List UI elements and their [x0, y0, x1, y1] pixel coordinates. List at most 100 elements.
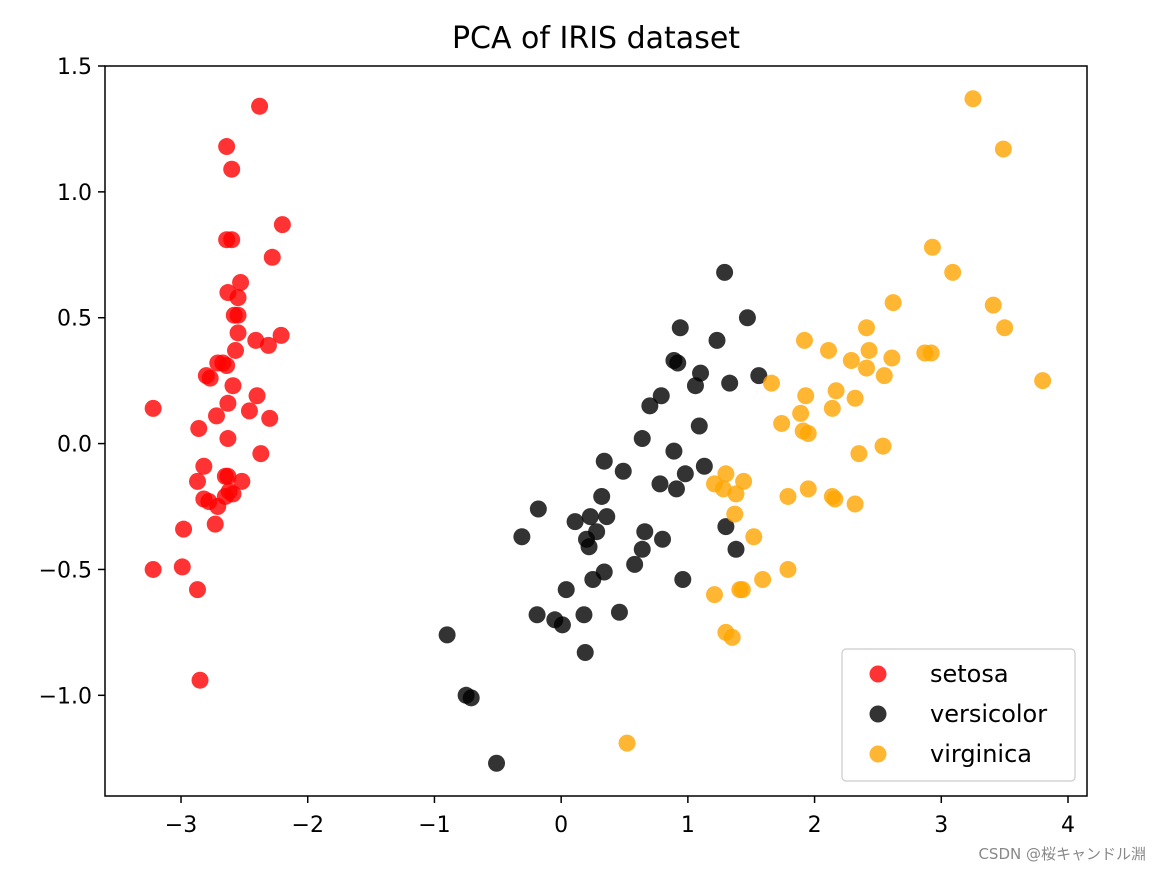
data-point	[195, 457, 213, 475]
data-point	[462, 689, 480, 707]
data-point	[593, 487, 611, 505]
data-point	[695, 457, 713, 475]
data-point	[984, 296, 1002, 314]
data-point	[733, 581, 751, 599]
data-point	[188, 472, 206, 490]
data-point	[674, 571, 692, 589]
data-point	[723, 628, 741, 646]
data-point	[252, 445, 270, 463]
data-point	[708, 331, 726, 349]
x-axis: −3 −2 −1 0 1 2 3 4	[165, 796, 1075, 838]
data-point	[580, 538, 598, 556]
legend-label-versicolor: versicolor	[930, 700, 1047, 728]
data-point	[652, 387, 670, 405]
data-point	[799, 480, 817, 498]
y-tick-label: 1.0	[57, 181, 92, 206]
data-point	[598, 508, 616, 526]
data-point	[860, 341, 878, 359]
legend-label-virginica: virginica	[930, 740, 1032, 768]
data-point	[218, 138, 236, 156]
plot-frame	[104, 65, 1088, 797]
data-point	[610, 603, 628, 621]
data-point	[964, 90, 982, 108]
series-setosa	[144, 97, 291, 689]
data-point	[823, 399, 841, 417]
y-tick-label: 0.0	[57, 433, 92, 458]
data-point	[513, 528, 531, 546]
data-point	[667, 480, 685, 498]
data-point	[883, 349, 901, 367]
watermark: CSDN @桜キャンドル淵	[978, 845, 1146, 863]
data-point	[671, 319, 689, 337]
data-point	[745, 528, 763, 546]
data-point	[727, 485, 745, 503]
data-point	[191, 671, 209, 689]
data-point	[923, 238, 941, 256]
data-point	[996, 319, 1014, 337]
data-point	[1034, 372, 1052, 390]
y-tick-label: −0.5	[39, 558, 92, 583]
legend-label-setosa: setosa	[930, 660, 1009, 688]
data-point	[735, 472, 753, 490]
data-point	[219, 394, 237, 412]
data-point	[581, 508, 599, 526]
legend-box	[841, 648, 1076, 782]
data-point	[557, 581, 575, 599]
data-point	[190, 419, 208, 437]
data-point	[686, 377, 704, 395]
data-point	[754, 571, 772, 589]
data-point	[261, 409, 279, 427]
data-point	[705, 586, 723, 604]
data-point	[229, 289, 247, 307]
data-point	[797, 387, 815, 405]
y-tick-label: 1.5	[57, 55, 92, 80]
data-point	[227, 341, 245, 359]
data-point	[626, 555, 644, 573]
data-point	[553, 616, 571, 634]
data-point	[223, 231, 241, 249]
legend-marker	[869, 665, 887, 683]
data-point	[209, 498, 227, 516]
data-point	[595, 452, 613, 470]
data-point	[717, 518, 735, 536]
data-point	[206, 515, 224, 533]
data-point	[248, 387, 266, 405]
data-point	[233, 472, 251, 490]
data-point	[188, 581, 206, 599]
data-point	[218, 357, 236, 375]
data-point	[223, 160, 241, 178]
data-point	[690, 417, 708, 435]
data-point	[272, 326, 290, 344]
series-virginica	[618, 90, 1052, 752]
data-point	[850, 445, 868, 463]
data-point	[208, 407, 226, 425]
data-point	[528, 606, 546, 624]
data-point	[488, 754, 506, 772]
x-tick-label: 0	[554, 813, 568, 838]
data-point	[944, 263, 962, 281]
data-point	[259, 336, 277, 354]
data-point	[827, 382, 845, 400]
data-point	[792, 404, 810, 422]
data-point	[779, 487, 797, 505]
x-tick-label: 1	[681, 813, 695, 838]
y-tick-label: 0.5	[57, 307, 92, 332]
legend-marker	[869, 705, 887, 723]
data-point	[576, 644, 594, 662]
data-point	[884, 294, 902, 312]
x-tick-label: −1	[418, 813, 450, 838]
data-point	[273, 216, 291, 234]
data-point	[240, 402, 258, 420]
data-point	[633, 540, 651, 558]
data-point	[727, 540, 745, 558]
data-point	[799, 425, 817, 443]
data-point	[717, 465, 735, 483]
chart-title: PCA of IRIS dataset	[452, 21, 740, 56]
data-point	[636, 523, 654, 541]
data-point	[229, 306, 247, 324]
data-point	[641, 397, 659, 415]
scatter-points	[144, 90, 1052, 772]
y-axis: 1.5 1.0 0.5 0.0 −0.5 −1.0	[39, 55, 105, 709]
data-point	[762, 374, 780, 392]
data-point	[842, 352, 860, 370]
